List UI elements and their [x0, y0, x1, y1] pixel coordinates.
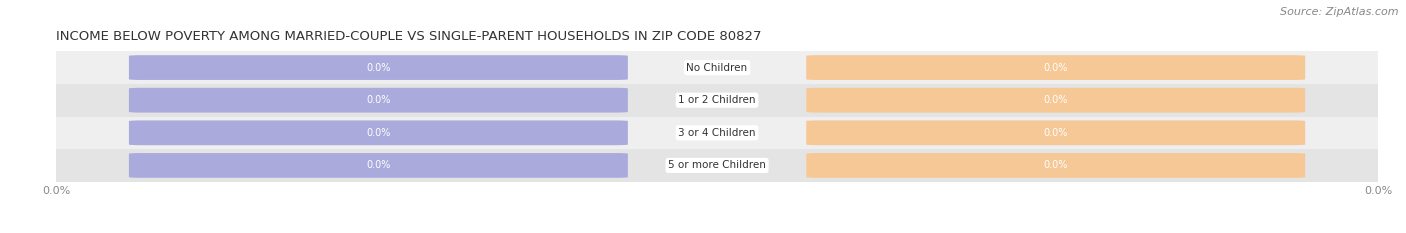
Text: 0.0%: 0.0%: [366, 63, 391, 72]
Text: 0.0%: 0.0%: [366, 95, 391, 105]
FancyBboxPatch shape: [806, 120, 1305, 145]
Text: 0.0%: 0.0%: [366, 161, 391, 170]
Text: 0.0%: 0.0%: [1043, 128, 1069, 138]
Text: 5 or more Children: 5 or more Children: [668, 161, 766, 170]
Text: 1 or 2 Children: 1 or 2 Children: [678, 95, 756, 105]
Text: 0.0%: 0.0%: [366, 128, 391, 138]
Text: 0.0%: 0.0%: [1043, 63, 1069, 72]
Text: 0.0%: 0.0%: [1043, 95, 1069, 105]
FancyBboxPatch shape: [129, 55, 628, 80]
FancyBboxPatch shape: [806, 153, 1305, 178]
FancyBboxPatch shape: [129, 120, 628, 145]
FancyBboxPatch shape: [129, 153, 628, 178]
Text: 3 or 4 Children: 3 or 4 Children: [678, 128, 756, 138]
FancyBboxPatch shape: [129, 88, 628, 113]
Bar: [56, 149, 1378, 182]
Text: Source: ZipAtlas.com: Source: ZipAtlas.com: [1281, 7, 1399, 17]
FancyBboxPatch shape: [806, 55, 1305, 80]
Text: INCOME BELOW POVERTY AMONG MARRIED-COUPLE VS SINGLE-PARENT HOUSEHOLDS IN ZIP COD: INCOME BELOW POVERTY AMONG MARRIED-COUPL…: [56, 30, 762, 43]
Text: No Children: No Children: [686, 63, 748, 72]
Bar: [56, 51, 1378, 84]
Bar: [56, 116, 1378, 149]
FancyBboxPatch shape: [806, 88, 1305, 113]
Bar: [56, 84, 1378, 116]
Text: 0.0%: 0.0%: [1043, 161, 1069, 170]
